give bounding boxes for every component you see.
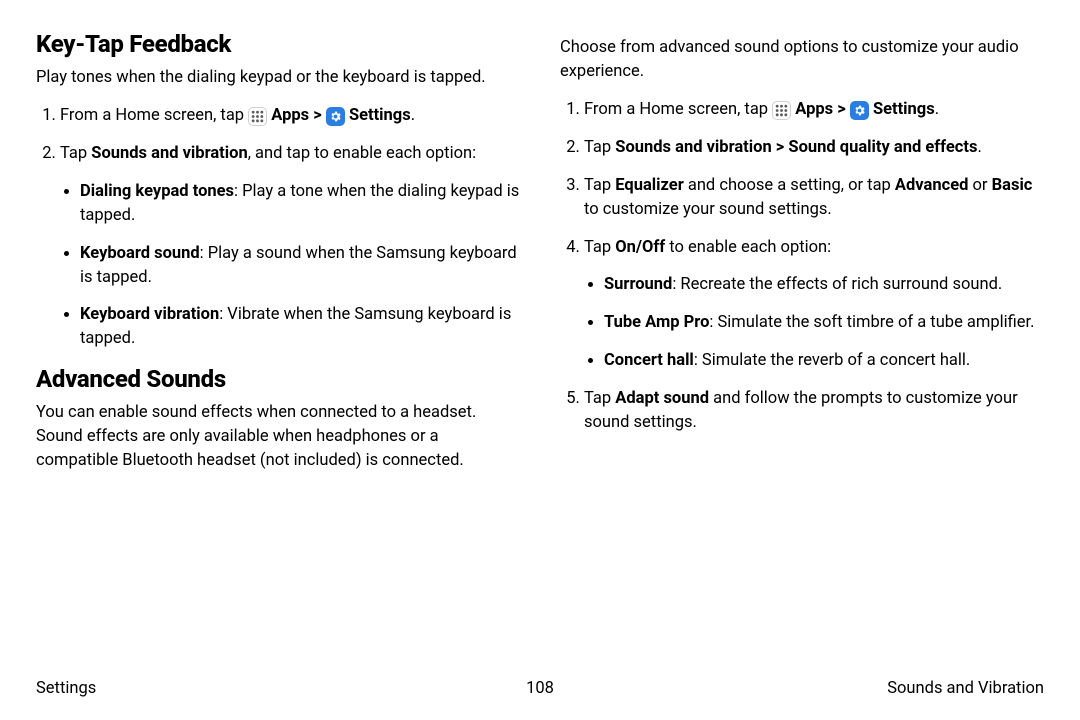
period: . xyxy=(935,100,939,119)
step-5: Tap Adapt sound and follow the prompts t… xyxy=(584,387,1044,435)
text: Tap xyxy=(584,389,615,408)
step-2: Tap Sounds and vibration, and tap to ena… xyxy=(60,142,520,351)
text: Tap xyxy=(584,238,615,257)
bullet-concert-hall: Concert hall: Simulate the reverb of a c… xyxy=(604,349,1044,373)
step-1: From a Home screen, tap Apps > Settings. xyxy=(60,104,520,128)
text: to customize your sound settings. xyxy=(584,200,832,219)
apps-icon xyxy=(248,107,267,126)
text: , and tap to enable each option: xyxy=(248,144,476,163)
step-4: Tap On/Off to enable each option: Surrou… xyxy=(584,236,1044,374)
left-column: Key-Tap Feedback Play tones when the dia… xyxy=(36,30,520,487)
bullet-dialing-keypad-tones: Dialing keypad tones: Play a tone when t… xyxy=(80,180,520,228)
text: From a Home screen, tap xyxy=(60,106,248,125)
footer-right: Sounds and Vibration xyxy=(887,679,1044,698)
text: to enable each option: xyxy=(665,238,831,257)
intro-right: Choose from advanced sound options to cu… xyxy=(560,36,1044,84)
text-bold: Sounds and vibration xyxy=(91,144,247,163)
text-bold: Advanced xyxy=(895,176,969,195)
apps-label: Apps xyxy=(271,106,309,125)
text: Tap xyxy=(60,144,91,163)
label: Concert hall xyxy=(604,351,694,370)
label: Surround xyxy=(604,275,672,294)
apps-label: Apps xyxy=(795,100,833,119)
desc: : Simulate the reverb of a concert hall. xyxy=(694,351,970,370)
step-2: Tap Sounds and vibration > Sound quality… xyxy=(584,136,1044,160)
page-content: Key-Tap Feedback Play tones when the dia… xyxy=(0,0,1080,487)
text: . xyxy=(977,138,981,157)
text-bold: Adapt sound xyxy=(615,389,709,408)
settings-icon xyxy=(326,107,345,126)
text: Tap xyxy=(584,138,615,157)
bullets-advanced: Surround: Recreate the effects of rich s… xyxy=(584,273,1044,373)
separator: > xyxy=(309,106,326,125)
footer-left: Settings xyxy=(36,679,96,698)
page-footer: Settings 108 Sounds and Vibration xyxy=(36,679,1044,698)
settings-icon xyxy=(850,101,869,120)
label: Dialing keypad tones xyxy=(80,182,234,201)
text-bold: Basic xyxy=(992,176,1033,195)
label: Keyboard sound xyxy=(80,244,200,263)
label: Keyboard vibration xyxy=(80,305,219,324)
text-bold: Equalizer xyxy=(615,176,683,195)
settings-label: Settings xyxy=(873,100,935,119)
apps-icon xyxy=(772,101,791,120)
desc: : Simulate the soft timbre of a tube amp… xyxy=(709,313,1034,332)
steps-advanced: From a Home screen, tap Apps > Settings.… xyxy=(560,98,1044,435)
text: or xyxy=(968,176,991,195)
text: Tap xyxy=(584,176,615,195)
text: From a Home screen, tap xyxy=(584,100,772,119)
bullet-surround: Surround: Recreate the effects of rich s… xyxy=(604,273,1044,297)
steps-key-tap: From a Home screen, tap Apps > Settings.… xyxy=(36,104,520,351)
separator: > xyxy=(833,100,850,119)
bullet-keyboard-sound: Keyboard sound: Play a sound when the Sa… xyxy=(80,242,520,290)
step-3: Tap Equalizer and choose a setting, or t… xyxy=(584,174,1044,222)
right-column: Choose from advanced sound options to cu… xyxy=(560,30,1044,487)
label: Tube Amp Pro xyxy=(604,313,709,332)
footer-page-number: 108 xyxy=(526,679,554,698)
bullet-tube-amp-pro: Tube Amp Pro: Simulate the soft timbre o… xyxy=(604,311,1044,335)
text-bold: On/Off xyxy=(615,238,665,257)
text: and choose a setting, or tap xyxy=(684,176,895,195)
bullet-keyboard-vibration: Keyboard vibration: Vibrate when the Sam… xyxy=(80,303,520,351)
heading-key-tap-feedback: Key-Tap Feedback xyxy=(36,30,520,58)
intro-key-tap: Play tones when the dialing keypad or th… xyxy=(36,66,520,90)
heading-advanced-sounds: Advanced Sounds xyxy=(36,365,520,393)
period: . xyxy=(411,106,415,125)
text-bold: Sounds and vibration > Sound quality and… xyxy=(615,138,977,157)
intro-advanced-sounds: You can enable sound effects when connec… xyxy=(36,401,520,473)
bullets-key-tap: Dialing keypad tones: Play a tone when t… xyxy=(60,180,520,352)
settings-label: Settings xyxy=(349,106,411,125)
step-1: From a Home screen, tap Apps > Settings. xyxy=(584,98,1044,122)
desc: : Recreate the effects of rich surround … xyxy=(672,275,1002,294)
